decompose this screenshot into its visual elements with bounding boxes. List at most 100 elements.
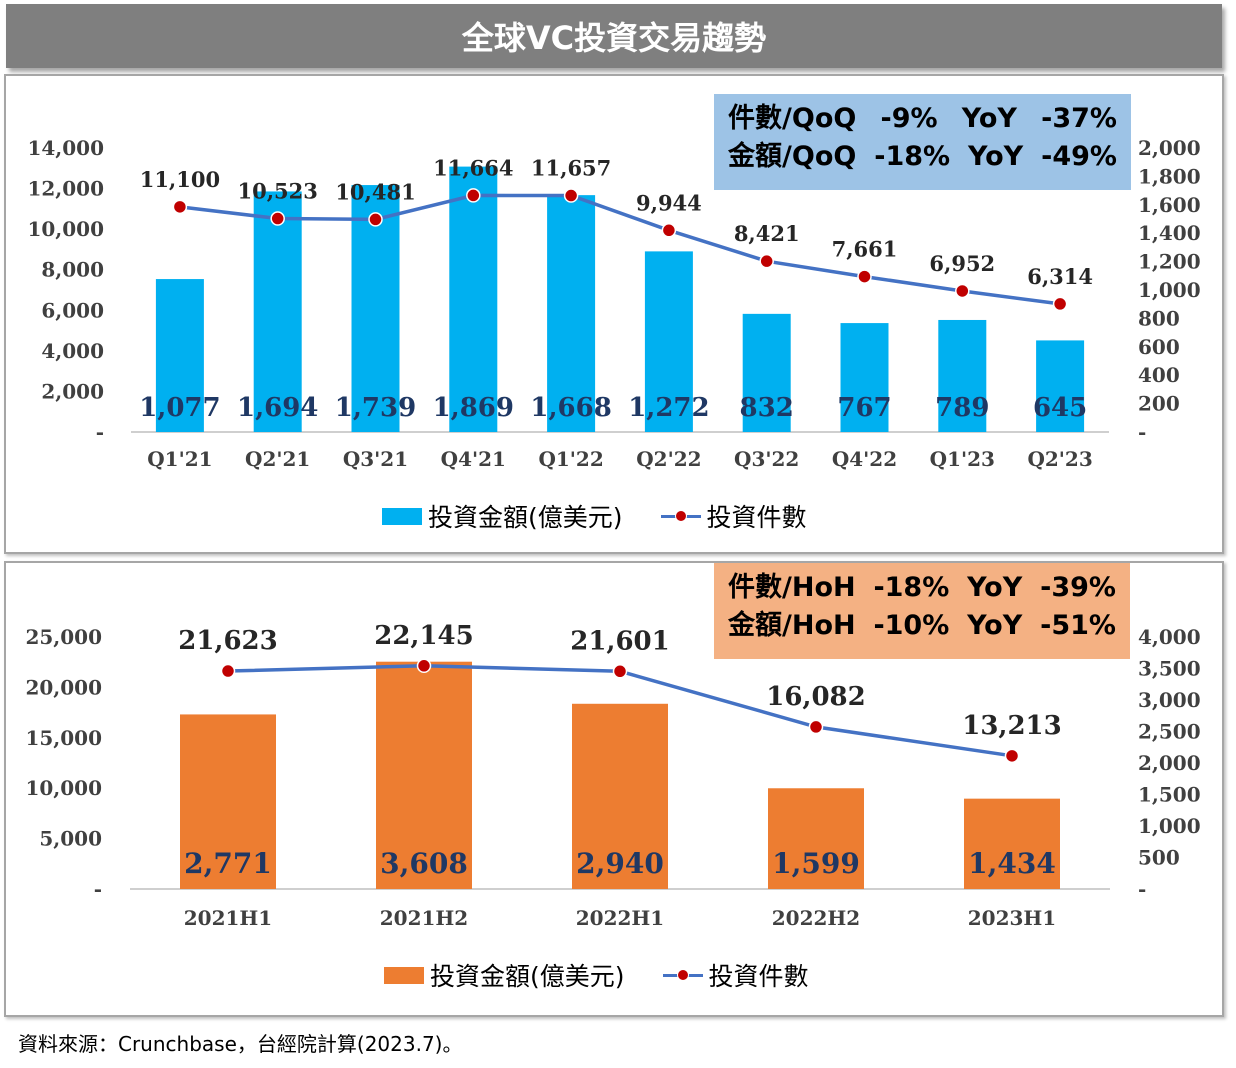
- stat-row-count: 件數/HoH -18% YoY -39%: [728, 569, 1116, 607]
- line-point: [612, 664, 628, 679]
- legend-item-line: 投資件數: [662, 957, 809, 993]
- bar: [938, 319, 987, 432]
- y-right-tick-label: 4,000: [1138, 625, 1201, 649]
- stat-row-amount: 金額/HoH -10% YoY -51%: [728, 607, 1116, 645]
- y-left-tick-label: 8,000: [41, 258, 104, 282]
- y-right-tick-label: -: [1138, 420, 1146, 444]
- quarterly-legend: 投資金額(億美元) 投資件數: [382, 498, 837, 534]
- bar: [964, 798, 1060, 889]
- bar-value-label: 1,077: [139, 393, 220, 423]
- stat-yoy: -49%: [1041, 141, 1117, 172]
- y-left-tick-label: 12,000: [27, 177, 104, 201]
- half-year-legend: 投資金額(億美元) 投資件數: [384, 957, 839, 993]
- bar: [449, 166, 498, 432]
- y-right-tick-label: 1,400: [1138, 221, 1201, 245]
- y-right-tick-label: 2,000: [1138, 136, 1201, 160]
- bar-value-label: 1,668: [530, 393, 611, 423]
- legend-bar-label: 投資金額(億美元): [428, 503, 623, 532]
- y-right-tick-label: 400: [1138, 363, 1180, 387]
- line-series: [179, 193, 1061, 306]
- bar-value-label: 645: [1033, 393, 1087, 423]
- stat-change: -18%: [873, 572, 950, 603]
- stat-change: -18%: [874, 141, 951, 172]
- line-value-label: 21,623: [178, 626, 278, 656]
- line-point: [368, 212, 383, 227]
- stat-yoy-label: YoY: [967, 572, 1023, 603]
- legend-line-label: 投資件數: [706, 503, 807, 532]
- line-point: [808, 719, 824, 735]
- y-right-tick-label: 2,500: [1138, 720, 1201, 744]
- quarterly-stats-box: 件數/QoQ -9% YoY -37% 金額/QoQ -18% YoY -49%: [714, 94, 1131, 190]
- y-right-tick-label: 3,500: [1138, 657, 1201, 681]
- bar-value-label: 789: [935, 393, 989, 423]
- legend-item-bar: 投資金額(億美元): [382, 498, 623, 534]
- stat-label: 金額/QoQ: [728, 141, 857, 172]
- y-left-tick-label: 10,000: [25, 776, 102, 800]
- bar-value-label: 832: [740, 393, 794, 423]
- line-value-label: 13,213: [962, 711, 1062, 741]
- line-value-label: 10,481: [335, 179, 415, 204]
- y-right-tick-label: 200: [1138, 392, 1180, 416]
- bar: [1036, 340, 1085, 432]
- y-right-tick-label: 1,200: [1138, 250, 1201, 274]
- line-value-label: 22,145: [374, 621, 474, 651]
- line-value-label: 7,661: [832, 237, 898, 262]
- x-tick-label: Q1'21: [147, 447, 212, 471]
- line-point: [759, 253, 774, 269]
- line-value-label: 21,601: [570, 626, 670, 656]
- y-right-tick-label: 1,000: [1138, 278, 1201, 302]
- x-tick-label: 2022H2: [772, 906, 860, 930]
- bar: [768, 788, 864, 889]
- stat-label: 件數/HoH: [728, 572, 856, 603]
- y-right-tick-label: 2,000: [1138, 751, 1201, 775]
- y-right-tick-label: 1,800: [1138, 164, 1201, 188]
- stat-change: -10%: [873, 610, 950, 641]
- line-point: [661, 223, 677, 238]
- quarterly-chart: - 2,000 4,000 6,000 8,000 10,000 12,000 14,000 -…: [27, 136, 1201, 471]
- half-year-chart: - 5,000 10,000 15,000 20,000 25,000 - 500 1,000 1…: [25, 621, 1201, 930]
- bar-value-label: 1,869: [433, 393, 514, 423]
- quarterly-chart-panel: - 2,000 4,000 6,000 8,000 10,000 12,000 14,000 -…: [4, 74, 1224, 554]
- bar-value-label: 3,608: [380, 847, 468, 880]
- legend-line-swatch: [660, 510, 701, 522]
- y-right-tick-label: 3,000: [1138, 688, 1201, 712]
- legend-line-label: 投資件數: [708, 962, 809, 991]
- bar-value-label: 1,434: [968, 847, 1056, 880]
- y-right-tick-label: 1,600: [1138, 193, 1201, 217]
- line-value-label: 16,082: [766, 682, 866, 712]
- legend-bar-swatch: [384, 966, 424, 984]
- stat-yoy: -39%: [1040, 572, 1116, 603]
- y-left-tick-label: 20,000: [25, 675, 102, 699]
- bar: [572, 703, 668, 889]
- line-value-label: 10,523: [238, 179, 318, 204]
- stat-yoy-label: YoY: [967, 610, 1023, 641]
- line-point: [270, 211, 285, 226]
- bar-value-label: 767: [837, 393, 891, 423]
- y-right-tick-label: 800: [1138, 306, 1180, 330]
- line-point: [1052, 296, 1068, 312]
- legend-item-line: 投資件數: [660, 498, 807, 534]
- y-left-tick-label: 6,000: [41, 298, 104, 322]
- stat-change: -9%: [880, 103, 938, 134]
- bar: [180, 714, 276, 889]
- stat-yoy: -37%: [1041, 103, 1117, 134]
- y-left-tick-label: -: [94, 877, 102, 901]
- x-tick-label: Q1'23: [930, 447, 995, 471]
- stat-label: 金額/HoH: [728, 610, 856, 641]
- bar-value-label: 1,739: [335, 393, 416, 423]
- line-value-label: 11,657: [531, 156, 611, 181]
- half-year-chart-panel: - 5,000 10,000 15,000 20,000 25,000 - 500 1,000 1…: [4, 561, 1224, 1017]
- x-tick-label: 2021H2: [380, 906, 468, 930]
- y-right-tick-label: 1,000: [1138, 814, 1201, 838]
- bar-value-label: 1,599: [772, 847, 860, 880]
- bar-value-label: 1,694: [237, 393, 318, 423]
- legend-line-swatch: [662, 969, 703, 981]
- x-tick-label: Q1'22: [538, 447, 603, 471]
- bar: [840, 323, 889, 432]
- y-right-tick-label: 500: [1138, 846, 1180, 870]
- chart-title: 全球VC投資交易趨勢: [6, 4, 1222, 68]
- x-tick-label: 2021H1: [184, 906, 272, 930]
- bar-value-label: 2,940: [576, 847, 664, 880]
- stat-row-count: 件數/QoQ -9% YoY -37%: [728, 100, 1117, 138]
- half-year-stats-box: 件數/HoH -18% YoY -39% 金額/HoH -10% YoY -51…: [714, 563, 1130, 659]
